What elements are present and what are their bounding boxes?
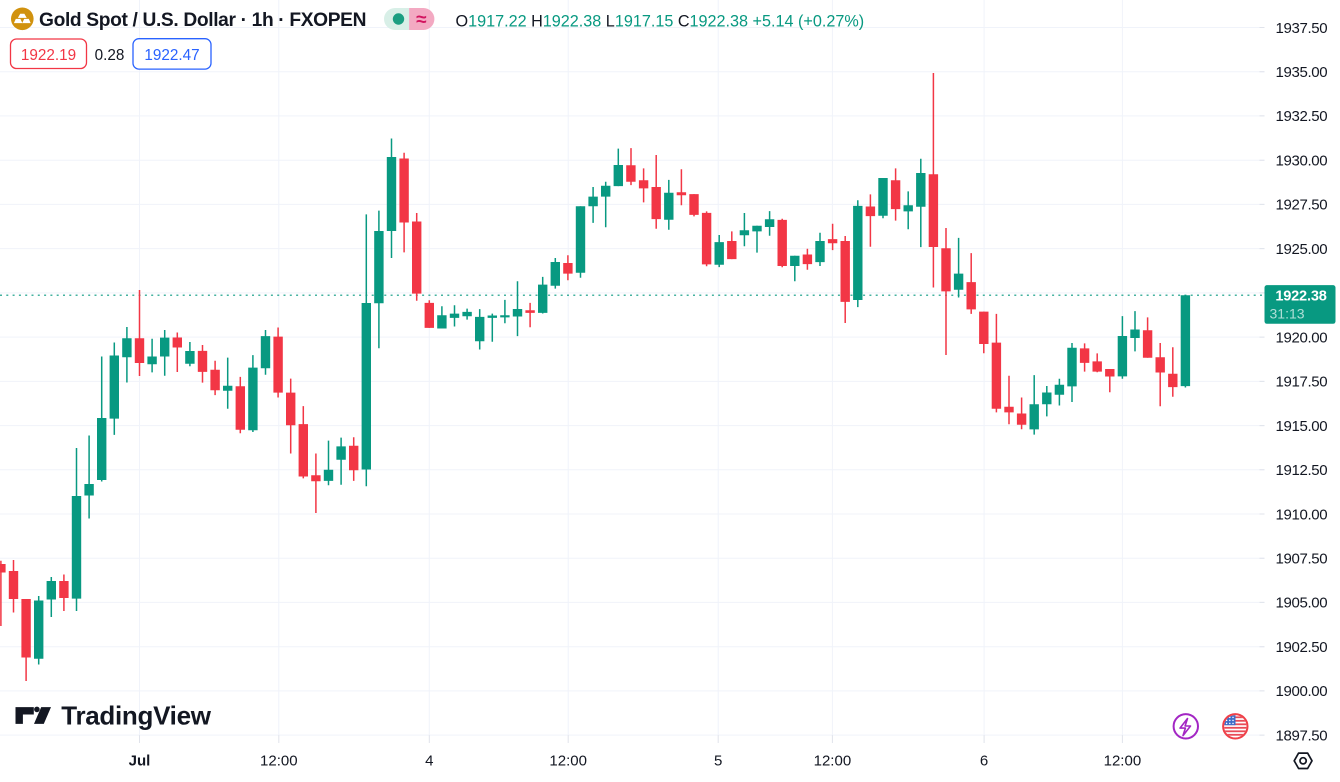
- svg-text:12:00: 12:00: [1104, 753, 1142, 770]
- svg-text:1927.50: 1927.50: [1276, 197, 1328, 214]
- svg-text:1907.50: 1907.50: [1276, 551, 1328, 568]
- svg-text:1932.50: 1932.50: [1276, 108, 1328, 125]
- svg-text:12:00: 12:00: [814, 753, 852, 770]
- svg-text:12:00: 12:00: [549, 753, 587, 770]
- svg-text:31:13: 31:13: [1270, 305, 1305, 321]
- svg-text:Jul: Jul: [129, 753, 151, 770]
- svg-text:12:00: 12:00: [260, 753, 298, 770]
- svg-text:5: 5: [714, 753, 722, 770]
- svg-text:1917.50: 1917.50: [1276, 374, 1328, 391]
- svg-text:1897.50: 1897.50: [1276, 727, 1328, 744]
- svg-text:1935.00: 1935.00: [1276, 64, 1328, 81]
- svg-text:TradingView: TradingView: [61, 701, 211, 731]
- svg-text:1937.50: 1937.50: [1276, 20, 1328, 37]
- svg-text:1922.47: 1922.47: [144, 47, 199, 64]
- svg-text:1910.00: 1910.00: [1276, 506, 1328, 523]
- svg-text:6: 6: [980, 753, 988, 770]
- svg-text:1922.38: 1922.38: [1275, 289, 1326, 305]
- svg-text:4: 4: [425, 753, 433, 770]
- svg-text:O1917.22 H1922.38 L1917.15 C19: O1917.22 H1922.38 L1917.15 C1922.38 +5.1…: [456, 13, 865, 31]
- svg-text:Gold Spot / U.S. Dollar · 1h ·: Gold Spot / U.S. Dollar · 1h · FXOPEN: [39, 10, 366, 31]
- svg-text:1930.00: 1930.00: [1276, 153, 1328, 170]
- svg-text:1920.00: 1920.00: [1276, 329, 1328, 346]
- svg-text:1925.00: 1925.00: [1276, 241, 1328, 258]
- svg-text:1902.50: 1902.50: [1276, 639, 1328, 656]
- svg-text:1905.00: 1905.00: [1276, 595, 1328, 612]
- svg-text:1900.00: 1900.00: [1276, 683, 1328, 700]
- svg-text:0.28: 0.28: [95, 47, 125, 64]
- svg-text:1912.50: 1912.50: [1276, 462, 1328, 479]
- svg-text:1915.00: 1915.00: [1276, 418, 1328, 435]
- svg-text:≈: ≈: [416, 10, 427, 31]
- svg-text:1922.19: 1922.19: [21, 47, 76, 64]
